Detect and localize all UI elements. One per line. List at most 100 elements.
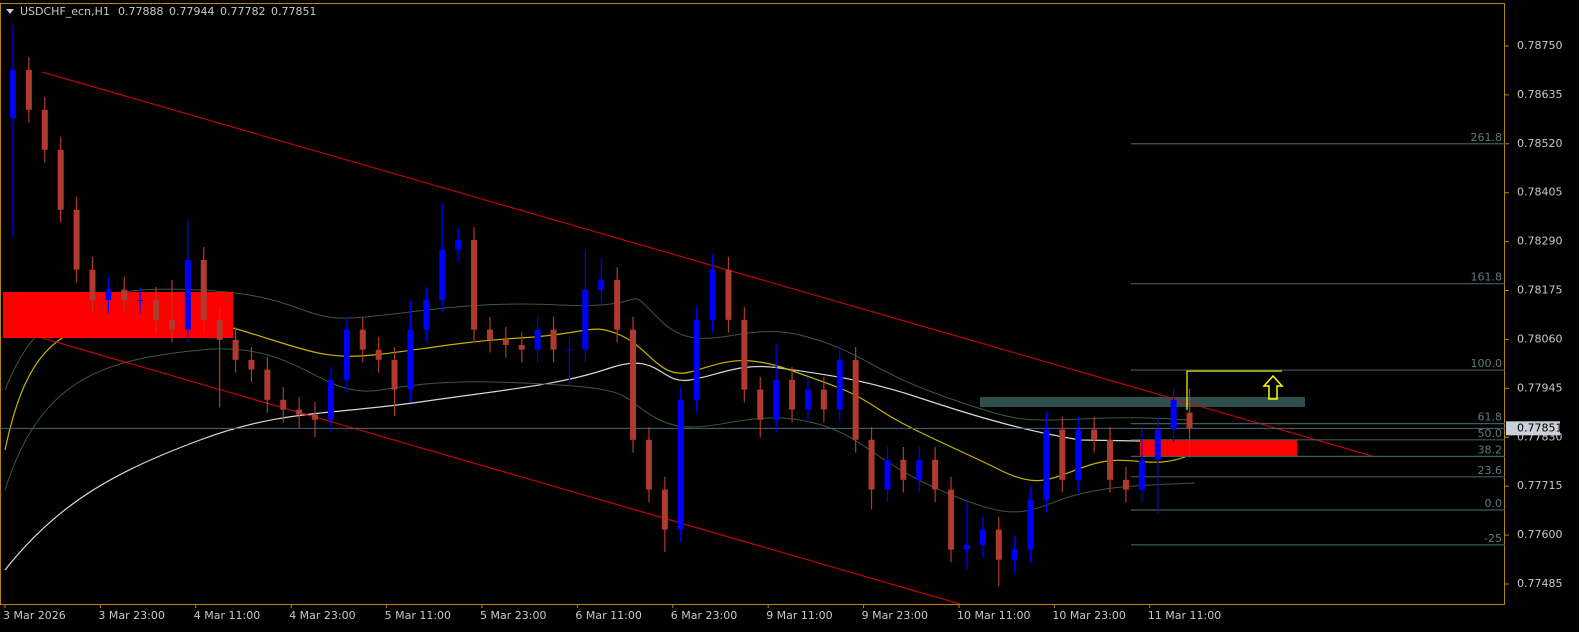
candle-body xyxy=(486,329,493,340)
zone-box xyxy=(980,397,1305,407)
candle-body xyxy=(216,319,223,340)
envelope xyxy=(4,288,1191,421)
x-tick-label: 6 Mar 11:00 xyxy=(575,609,641,622)
candle-body xyxy=(327,379,334,420)
y-tick-label: 0.77485 xyxy=(1517,577,1563,590)
candle-body xyxy=(995,529,1002,560)
fib-label: 100.0 xyxy=(1471,357,1503,370)
candle-body xyxy=(598,279,605,290)
y-tick-label: 0.78405 xyxy=(1517,186,1563,199)
x-tick-label: 10 Mar 23:00 xyxy=(1052,609,1125,622)
zone-box xyxy=(3,292,233,338)
plot-frame xyxy=(0,3,1505,605)
fib-label: 38.2 xyxy=(1478,443,1503,456)
candle-body xyxy=(248,359,255,370)
candle-body xyxy=(948,489,955,550)
candle-body xyxy=(168,319,175,330)
candle-body xyxy=(979,529,986,545)
fib-label: 261.8 xyxy=(1471,131,1503,144)
y-tick-label: 0.78060 xyxy=(1517,332,1563,345)
candle-body xyxy=(471,239,478,330)
candle-body xyxy=(25,69,32,110)
candle-body xyxy=(89,269,96,300)
x-tick-label: 11 Mar 11:00 xyxy=(1148,609,1221,622)
candle-body xyxy=(693,319,700,400)
zone-box xyxy=(1140,440,1297,456)
candle-body xyxy=(884,459,891,490)
header-high: 0.77944 xyxy=(169,5,215,18)
candle-body xyxy=(184,259,191,330)
candle-body xyxy=(502,339,509,345)
candle-body xyxy=(105,289,112,300)
candle-body xyxy=(153,299,160,320)
candle-body xyxy=(1154,429,1161,460)
menu-arrow xyxy=(6,9,14,14)
x-tick-label: 6 Mar 23:00 xyxy=(671,609,737,622)
candle-body xyxy=(1122,479,1129,490)
x-tick-label: 10 Mar 11:00 xyxy=(957,609,1030,622)
fib-label: 23.6 xyxy=(1478,464,1503,477)
candle-body xyxy=(343,329,350,380)
fib-label: 0.0 xyxy=(1485,497,1503,510)
candle-body xyxy=(630,329,637,440)
fib-label: -25 xyxy=(1484,532,1502,545)
candle-body xyxy=(614,279,621,330)
channel-line xyxy=(41,337,961,605)
candle-body xyxy=(661,489,668,530)
candle-body xyxy=(41,109,48,150)
candle-body xyxy=(280,399,287,410)
price-tag-label: 0.77851 xyxy=(1517,421,1563,434)
candle-body xyxy=(932,459,939,490)
candle-body xyxy=(518,344,525,350)
candle-body xyxy=(725,269,732,320)
candle-body xyxy=(566,349,573,351)
candle-body xyxy=(820,389,827,410)
candle-body xyxy=(582,289,589,350)
header-low: 0.77782 xyxy=(220,5,266,18)
candle-body xyxy=(407,329,414,390)
candle-body xyxy=(645,439,652,490)
candle-body xyxy=(900,459,907,480)
x-tick-label: 5 Mar 11:00 xyxy=(385,609,451,622)
x-tick-label: 5 Mar 23:00 xyxy=(480,609,546,622)
y-tick-label: 0.78750 xyxy=(1517,39,1563,52)
candle-body xyxy=(916,459,923,480)
candle-body xyxy=(789,379,796,410)
candle-body xyxy=(296,409,303,415)
candle-body xyxy=(1170,399,1177,430)
candle-body xyxy=(773,379,780,420)
moving-average xyxy=(4,362,1141,571)
target-line xyxy=(1186,370,1282,410)
candle-body xyxy=(836,359,843,410)
candle-body xyxy=(550,329,557,350)
candle-body xyxy=(455,239,462,250)
x-tick-label: 9 Mar 23:00 xyxy=(862,609,928,622)
up-arrow xyxy=(1262,374,1284,400)
candle-body xyxy=(868,439,875,490)
candle-body xyxy=(391,359,398,390)
x-tick-label: 3 Mar 23:00 xyxy=(98,609,164,622)
y-tick-label: 0.78175 xyxy=(1517,284,1563,297)
x-tick-label: 4 Mar 11:00 xyxy=(194,609,260,622)
candle-body xyxy=(439,249,446,300)
candle-body xyxy=(121,289,128,300)
fib-label: 50.0 xyxy=(1478,427,1503,440)
candle-body xyxy=(1011,549,1018,560)
candle-body xyxy=(1107,439,1114,480)
candle-body xyxy=(1043,429,1050,500)
y-tick-label: 0.78290 xyxy=(1517,235,1563,248)
candle-body xyxy=(677,399,684,530)
candle-body xyxy=(1059,429,1066,480)
candle-body xyxy=(359,329,366,350)
x-tick-label: 3 Mar 2026 xyxy=(3,609,66,622)
y-tick-label: 0.77600 xyxy=(1517,528,1563,541)
fib-label: 61.8 xyxy=(1478,411,1503,424)
y-tick-label: 0.78635 xyxy=(1517,88,1563,101)
candle-body xyxy=(264,369,271,400)
symbol-title: USDCHF_ecn,H1 xyxy=(20,5,110,18)
candle-body xyxy=(741,319,748,390)
candle-body xyxy=(757,389,764,420)
y-tick-label: 0.77945 xyxy=(1517,381,1563,394)
y-tick-label: 0.78520 xyxy=(1517,137,1563,150)
